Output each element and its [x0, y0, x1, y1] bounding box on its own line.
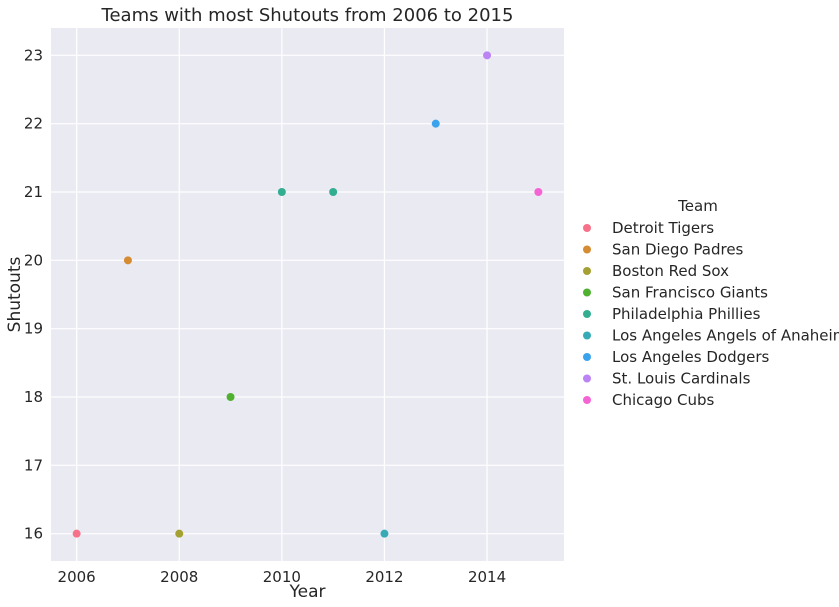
legend-marker [583, 353, 591, 361]
legend-title: Team [677, 197, 718, 215]
data-points [72, 51, 543, 538]
y-tick-label: 20 [24, 251, 43, 269]
y-axis-label: Shutouts [5, 257, 25, 333]
legend-label: Los Angeles Angels of Anaheim [612, 327, 839, 345]
legend-items: Detroit Tigers San Diego Padres Boston Red… [583, 219, 839, 409]
legend-marker [583, 396, 591, 404]
x-tick-label: 2006 [58, 568, 96, 586]
data-point [277, 188, 286, 196]
y-tick-label: 17 [24, 456, 43, 474]
legend-marker [583, 224, 591, 232]
data-point [226, 393, 235, 401]
y-tick-label: 16 [24, 525, 43, 543]
data-point [380, 529, 389, 538]
legend-marker [583, 331, 591, 340]
chart-title: Teams with most Shutouts from 2006 to 20… [101, 5, 514, 26]
legend: Team Detroit Tigers San Diego Padres Bosto… [583, 197, 839, 409]
legend-marker [583, 245, 591, 254]
x-tick-label: 2012 [365, 568, 403, 586]
legend-label: Los Angeles Dodgers [612, 348, 770, 366]
legend-label: Detroit Tigers [612, 219, 714, 237]
grid-lines [51, 28, 564, 561]
y-tick-label: 23 [24, 46, 43, 64]
legend-label: San Diego Padres [612, 241, 744, 259]
legend-label: San Francisco Giants [612, 284, 768, 302]
legend-label: Boston Red Sox [612, 262, 729, 280]
data-point [175, 529, 184, 538]
data-point [123, 256, 132, 265]
legend-marker [583, 374, 591, 383]
legend-marker [583, 267, 591, 275]
y-tick-label: 21 [24, 183, 43, 201]
data-point [72, 529, 81, 538]
data-point [483, 51, 492, 60]
y-tick-label: 18 [24, 388, 43, 406]
data-point [329, 188, 338, 196]
x-axis-ticks: 2006 2008 2010 2012 2014 [58, 568, 507, 586]
legend-marker [583, 310, 591, 318]
y-axis-ticks: 16 17 18 19 20 21 22 23 [24, 46, 43, 542]
x-tick-label: 2010 [263, 568, 301, 586]
legend-label: Philadelphia Phillies [612, 305, 761, 323]
data-point [431, 119, 440, 128]
legend-label: St. Louis Cardinals [612, 370, 751, 388]
x-axis-label: Year [289, 582, 326, 602]
legend-marker [583, 288, 591, 297]
x-tick-label: 2008 [160, 568, 198, 586]
x-tick-label: 2014 [468, 568, 506, 586]
y-tick-label: 19 [24, 320, 43, 338]
y-tick-label: 22 [24, 115, 43, 133]
data-point [534, 188, 543, 196]
legend-label: Chicago Cubs [612, 391, 715, 409]
plot-area [51, 28, 564, 561]
